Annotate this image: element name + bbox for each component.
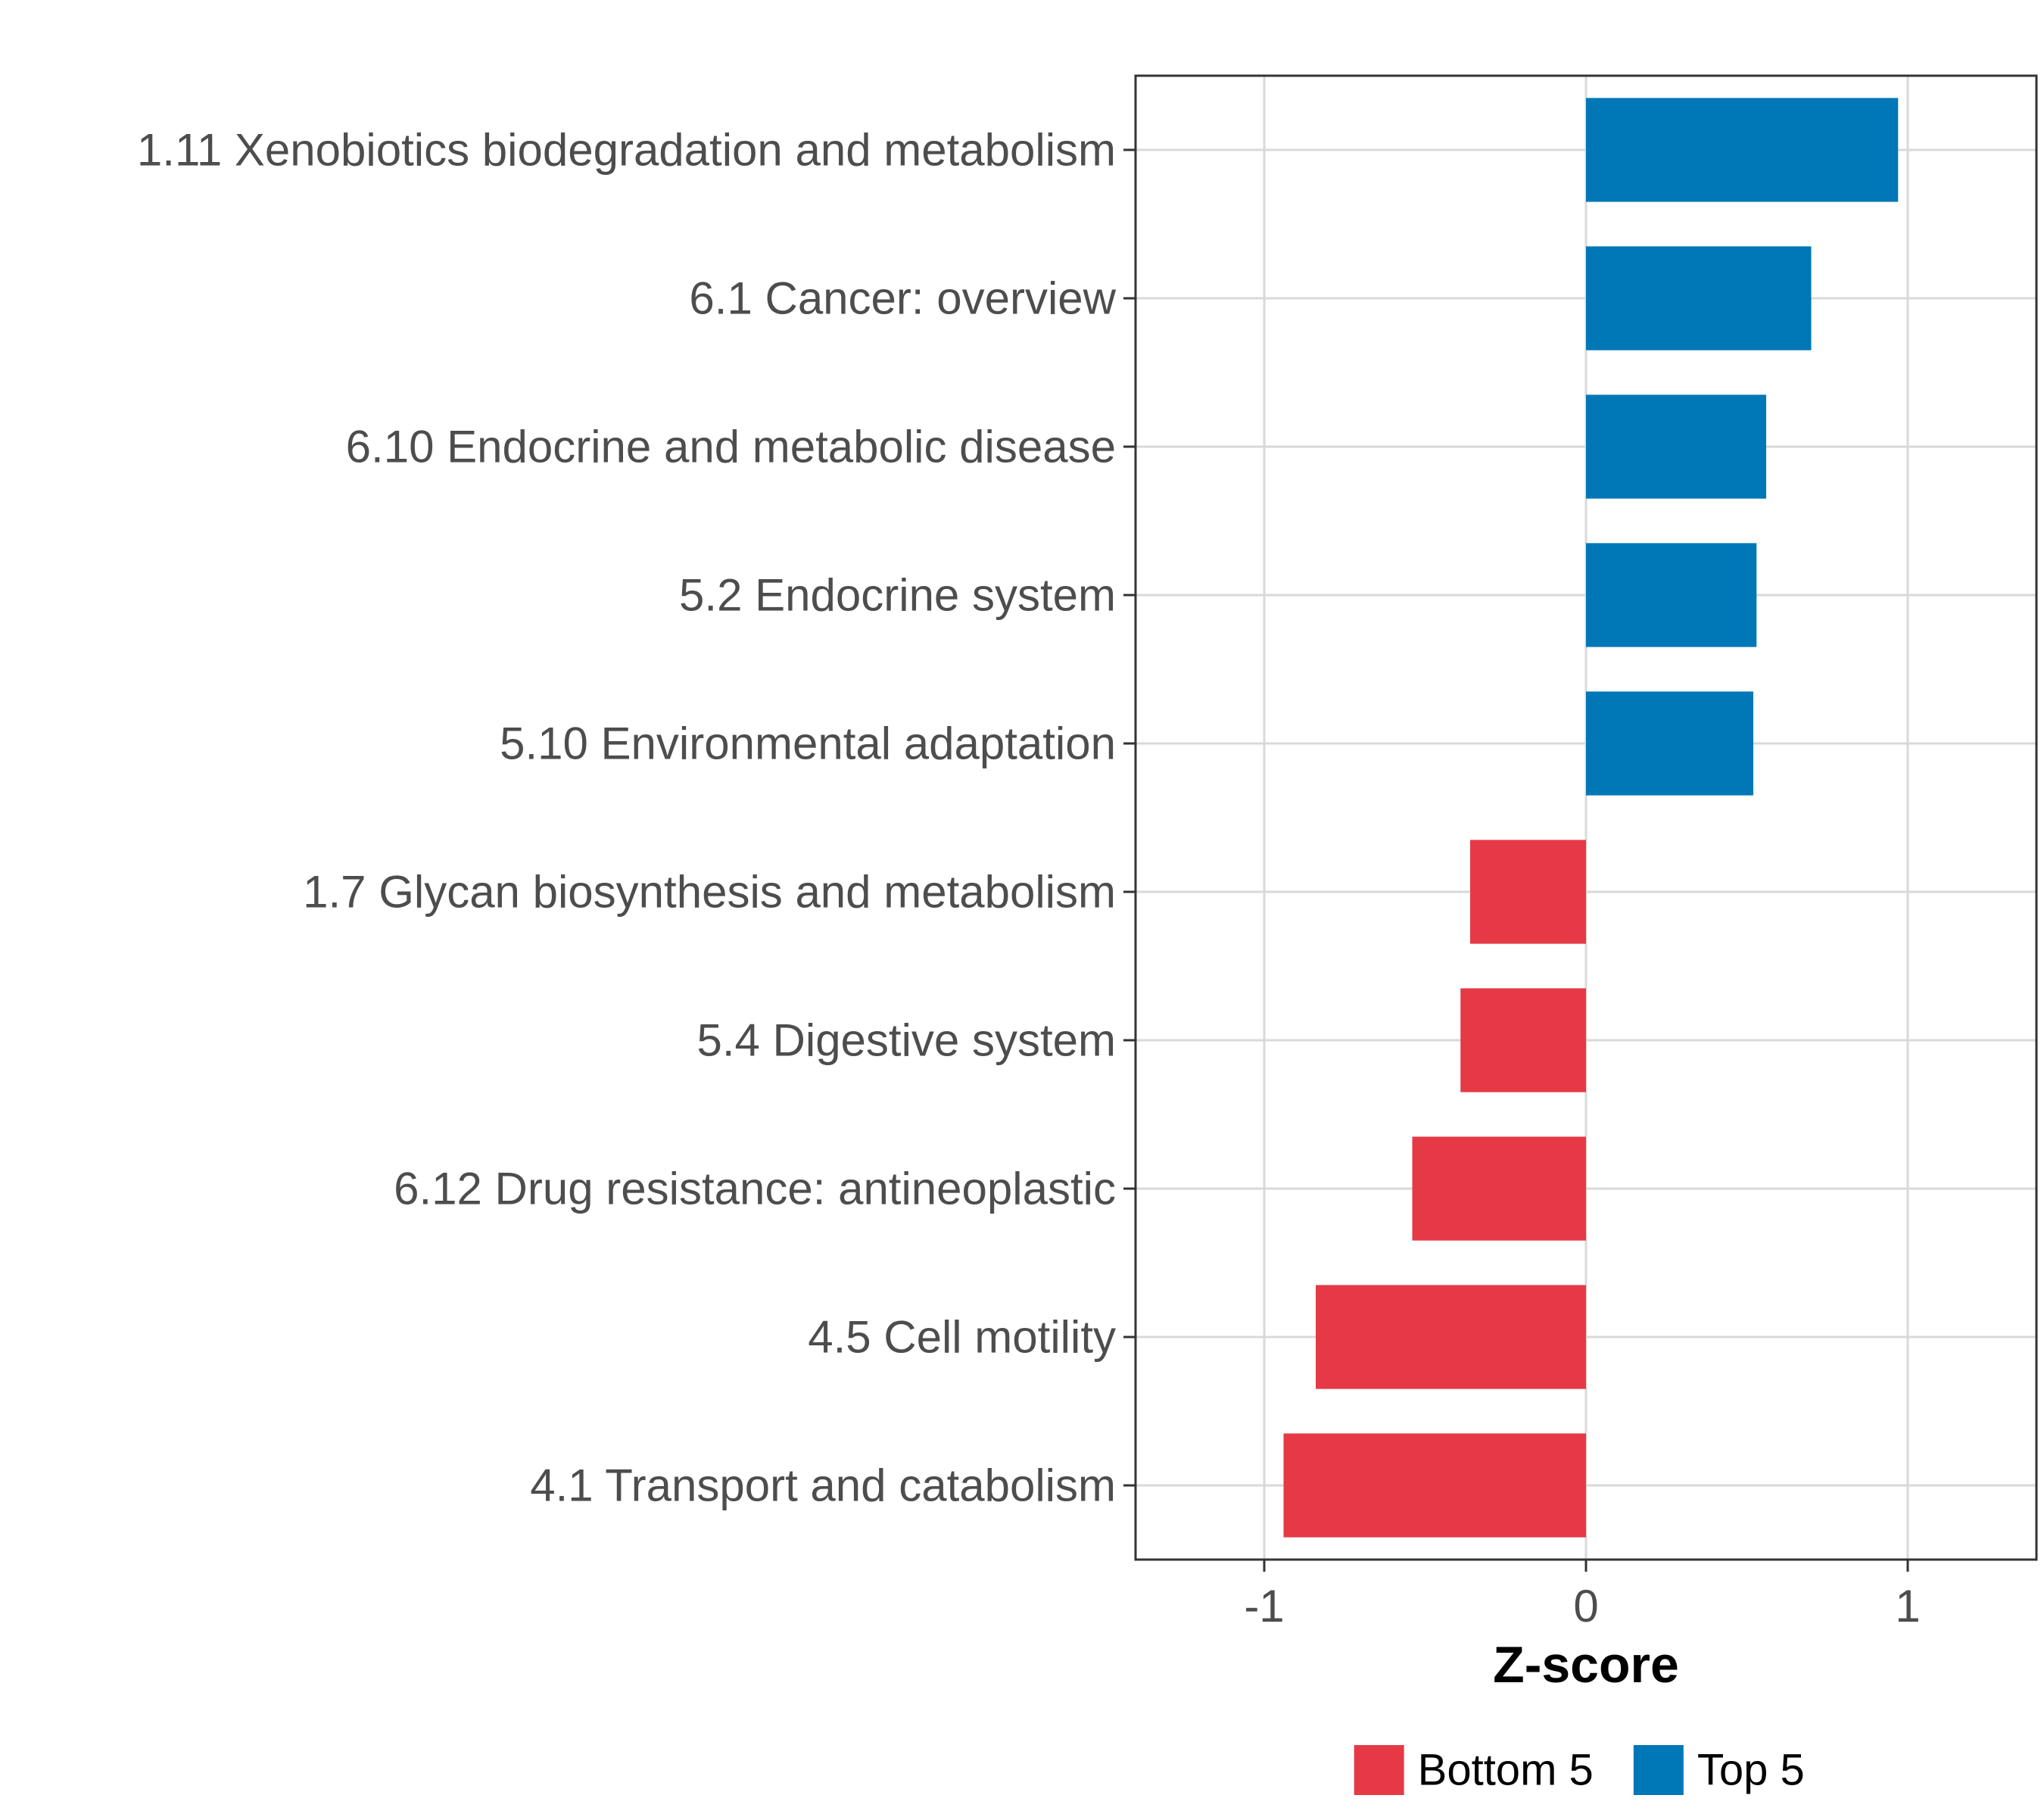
bar-5: [1586, 691, 1753, 796]
bar-1: [1586, 98, 1899, 202]
y-axis: 1.11 Xenobiotics biodegradation and meta…: [137, 125, 1136, 1511]
bar-2: [1586, 246, 1812, 351]
bar-4: [1586, 543, 1757, 647]
category-label-1: 1.11 Xenobiotics biodegradation and meta…: [137, 125, 1116, 176]
x-axis: -1 0 1: [1244, 1560, 1921, 1632]
legend-label-1: Top 5: [1697, 1746, 1805, 1795]
legend-key-1: [1633, 1745, 1684, 1795]
bar-6: [1470, 840, 1586, 944]
bar-3: [1586, 394, 1766, 499]
category-label-3: 6.10 Endocrine and metabolic disease: [346, 422, 1116, 472]
x-tick-label-0: -1: [1244, 1581, 1284, 1632]
category-label-7: 5.4 Digestive system: [696, 1015, 1116, 1066]
category-label-5: 5.10 Environmental adaptation: [500, 718, 1116, 769]
legend-label-0: Bottom 5: [1418, 1746, 1594, 1795]
x-tick-label-1: 0: [1573, 1581, 1598, 1632]
category-label-6: 1.7 Glycan biosynthesis and metabolism: [303, 867, 1116, 918]
bars: [1283, 98, 1899, 1538]
legend: Bottom 5 Top 5: [1354, 1745, 1805, 1795]
category-label-10: 4.1 Transport and catabolism: [530, 1460, 1116, 1511]
x-tick-label-2: 1: [1895, 1581, 1920, 1632]
legend-key-0: [1354, 1745, 1404, 1795]
bar-7: [1460, 988, 1586, 1092]
category-label-9: 4.5 Cell motility: [808, 1312, 1116, 1363]
category-label-2: 6.1 Cancer: overview: [689, 273, 1116, 324]
x-axis-title: Z-score: [1493, 1636, 1679, 1694]
bar-10: [1283, 1433, 1586, 1538]
bar-8: [1412, 1136, 1586, 1241]
category-label-4: 5.2 Endocrine system: [679, 570, 1116, 621]
category-label-8: 6.12 Drug resistance: antineoplastic: [394, 1164, 1116, 1214]
bar-9: [1316, 1285, 1586, 1389]
